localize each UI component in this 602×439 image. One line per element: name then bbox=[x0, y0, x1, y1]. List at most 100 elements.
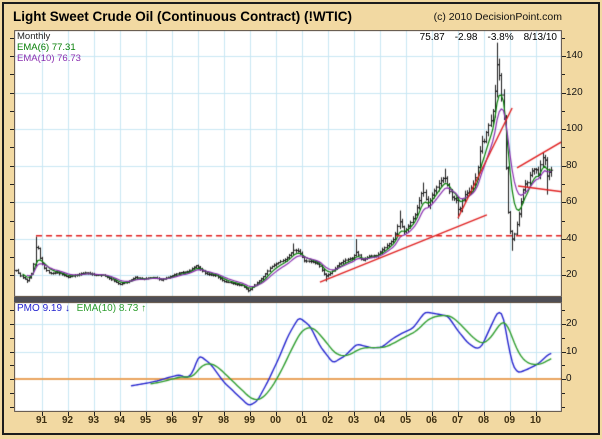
pmo-axis-tick bbox=[562, 310, 565, 312]
pmo-panel: PMO 9.19 ↓ EMA(10) 8.73 ↑ bbox=[14, 302, 562, 412]
price-axis-tick bbox=[562, 275, 566, 277]
price-axis-tick bbox=[562, 92, 566, 94]
price-axis-tick bbox=[10, 56, 14, 57]
x-axis-tick bbox=[250, 412, 251, 416]
price-axis-tick bbox=[562, 220, 565, 222]
ema6-value: 77.31 bbox=[51, 42, 76, 53]
pmo-axis-tick bbox=[10, 324, 14, 325]
price-axis-tick bbox=[562, 184, 565, 186]
price-axis-tick bbox=[562, 147, 565, 149]
x-axis-tick bbox=[276, 412, 277, 416]
x-axis-tick bbox=[458, 412, 459, 416]
price-axis-tick bbox=[10, 257, 14, 259]
x-axis-year-label: 97 bbox=[191, 415, 204, 426]
x-axis-tick bbox=[302, 412, 303, 416]
x-axis-tick bbox=[224, 412, 225, 416]
pmo-axis-tick bbox=[562, 392, 565, 394]
pmo-axis-tick bbox=[562, 379, 566, 380]
x-axis-year-label: 00 bbox=[269, 415, 282, 426]
price-axis-tick bbox=[562, 238, 566, 240]
pmo-y-axis-label: 20 bbox=[566, 318, 578, 329]
price-axis-tick bbox=[562, 37, 565, 39]
price-axis-tick bbox=[10, 147, 14, 149]
price-panel-legend: Monthly EMA(6) 77.31 EMA(10) 76.73 bbox=[17, 31, 81, 64]
x-axis-year-label: 09 bbox=[503, 415, 516, 426]
quote-row: 75.87 -2.98 -3.8% 8/13/10 bbox=[410, 32, 557, 43]
price-axis-tick bbox=[562, 74, 565, 76]
x-axis-tick bbox=[328, 412, 329, 416]
pmo-y-axis-label: 10 bbox=[566, 345, 578, 357]
price-axis-tick bbox=[10, 238, 14, 240]
price-axis-tick bbox=[562, 56, 566, 57]
pmo-axis-tick bbox=[10, 337, 14, 339]
x-axis-year-label: 02 bbox=[321, 415, 334, 426]
x-axis-year-label: 07 bbox=[451, 415, 464, 426]
x-axis-tick bbox=[380, 412, 381, 416]
pmo-down-arrow-icon: ↓ bbox=[64, 303, 70, 314]
x-axis-year-label: 08 bbox=[477, 415, 490, 426]
price-axis-tick bbox=[562, 202, 566, 204]
price-y-axis-label: 140 bbox=[566, 50, 583, 61]
price-axis-tick bbox=[562, 165, 566, 167]
x-axis-year-label: 06 bbox=[425, 415, 438, 426]
pmo-value: 9.19 bbox=[42, 303, 63, 314]
x-axis-tick bbox=[510, 412, 511, 416]
pmo-panel-legend: PMO 9.19 ↓ EMA(10) 8.73 ↑ bbox=[17, 303, 146, 314]
pmo-axis-tick bbox=[10, 406, 14, 408]
pmo-axis-tick bbox=[10, 351, 14, 353]
x-axis-tick bbox=[406, 412, 407, 416]
x-axis-tick bbox=[146, 412, 147, 416]
pmo-axis-tick bbox=[562, 351, 566, 353]
x-axis-year-label: 98 bbox=[217, 415, 230, 426]
x-axis-year-label: 93 bbox=[87, 415, 100, 426]
price-change-percent: -3.8% bbox=[487, 32, 514, 43]
price-axis-tick bbox=[10, 165, 14, 167]
x-axis-year-label: 99 bbox=[243, 415, 256, 426]
price-axis-tick bbox=[10, 184, 14, 186]
price-axis-tick bbox=[562, 110, 565, 112]
price-axis-tick bbox=[10, 129, 14, 131]
pmo-axis-tick bbox=[562, 365, 565, 367]
ema10-legend: EMA(10) 76.73 bbox=[17, 53, 81, 64]
last-price: 75.87 bbox=[419, 32, 445, 43]
pmo-axis-tick bbox=[562, 337, 565, 339]
ema6-legend: EMA(6) 77.31 bbox=[17, 42, 81, 53]
price-axis-tick bbox=[10, 202, 14, 204]
price-y-axis-label: 60 bbox=[566, 196, 578, 208]
x-axis-tick bbox=[198, 412, 199, 416]
x-axis-year-label: 91 bbox=[35, 415, 48, 426]
price-y-axis-label: 100 bbox=[566, 123, 583, 135]
x-axis-year-label: 95 bbox=[139, 415, 152, 426]
price-axis-tick bbox=[10, 110, 14, 112]
price-axis-tick bbox=[10, 220, 14, 222]
x-axis-tick bbox=[172, 412, 173, 416]
price-axis-tick bbox=[562, 129, 566, 131]
panel-divider bbox=[14, 297, 562, 302]
price-y-axis-label: 40 bbox=[566, 232, 578, 244]
x-axis-tick bbox=[120, 412, 121, 416]
x-axis-year-label: 04 bbox=[373, 415, 386, 426]
price-change: -2.98 bbox=[454, 32, 478, 43]
price-axis-tick bbox=[562, 257, 565, 259]
x-axis-year-label: 01 bbox=[295, 415, 308, 426]
ema10-label: EMA(10) bbox=[17, 53, 55, 64]
x-axis-year-label: 10 bbox=[529, 415, 542, 426]
x-axis-year-label: 96 bbox=[165, 415, 178, 426]
x-axis-tick bbox=[354, 412, 355, 416]
timeframe-label: Monthly bbox=[17, 31, 51, 42]
x-axis-year-label: 92 bbox=[61, 415, 74, 426]
pmo-axis-tick bbox=[10, 379, 14, 380]
ema10-value: 76.73 bbox=[57, 53, 81, 64]
price-y-axis-label: 120 bbox=[566, 86, 583, 98]
pmo-axis-tick bbox=[562, 324, 566, 325]
quote-date: 8/13/10 bbox=[523, 32, 557, 43]
pmo-axis-tick bbox=[10, 392, 14, 394]
x-axis-tick bbox=[536, 412, 537, 416]
price-axis-tick bbox=[10, 275, 14, 277]
price-axis-tick bbox=[10, 92, 14, 94]
x-axis-year-label: 94 bbox=[113, 415, 126, 426]
x-axis-year-label: 03 bbox=[347, 415, 360, 426]
x-axis-year-label: 05 bbox=[399, 415, 412, 426]
price-chart-canvas bbox=[14, 30, 562, 297]
x-axis-tick bbox=[94, 412, 95, 416]
